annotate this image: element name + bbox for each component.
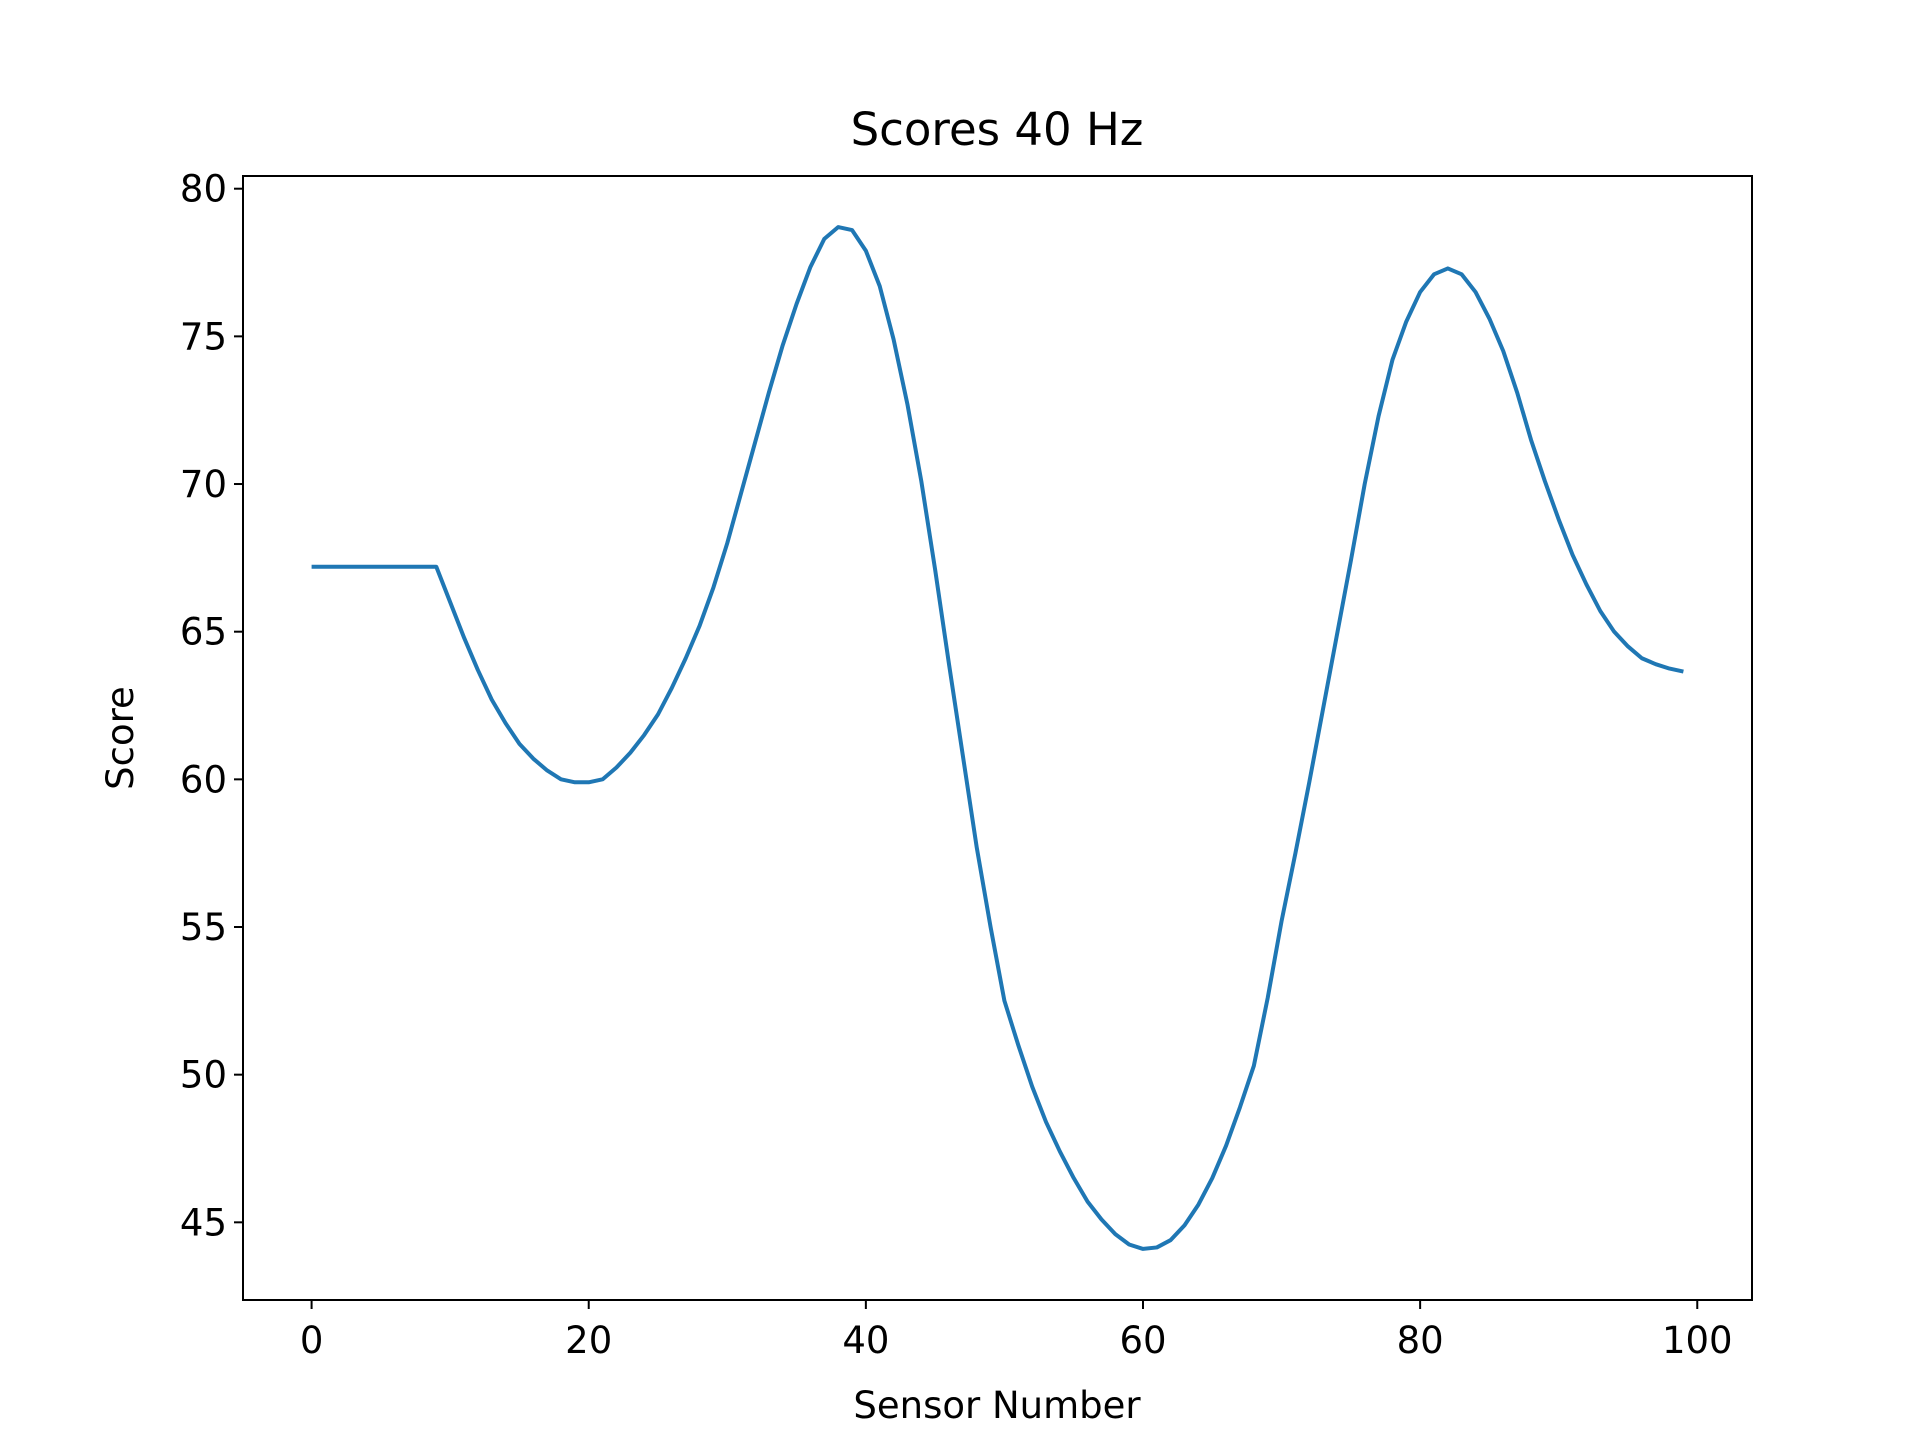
y-axis-label: Score — [99, 686, 142, 790]
x-tick-label: 60 — [1119, 1319, 1166, 1362]
y-tick-label: 45 — [180, 1201, 227, 1244]
y-tick-label: 55 — [180, 906, 227, 949]
y-tick-label: 60 — [180, 758, 227, 801]
x-tick-label: 0 — [300, 1319, 324, 1362]
x-tick-label: 20 — [565, 1319, 612, 1362]
data-line — [311, 225, 1684, 1251]
y-tick-label: 80 — [180, 168, 227, 211]
x-axis-label: Sensor Number — [853, 1384, 1141, 1427]
x-tick-label: 80 — [1397, 1319, 1444, 1362]
x-tick-label: 40 — [842, 1319, 889, 1362]
x-tick-label: 100 — [1662, 1319, 1733, 1362]
plot-frame — [242, 175, 1753, 1301]
y-tick-label: 75 — [180, 315, 227, 358]
y-tick-label: 65 — [180, 611, 227, 654]
chart-title: Scores 40 Hz — [851, 103, 1144, 156]
y-tick-label: 50 — [180, 1054, 227, 1097]
y-tick-label: 70 — [180, 463, 227, 506]
